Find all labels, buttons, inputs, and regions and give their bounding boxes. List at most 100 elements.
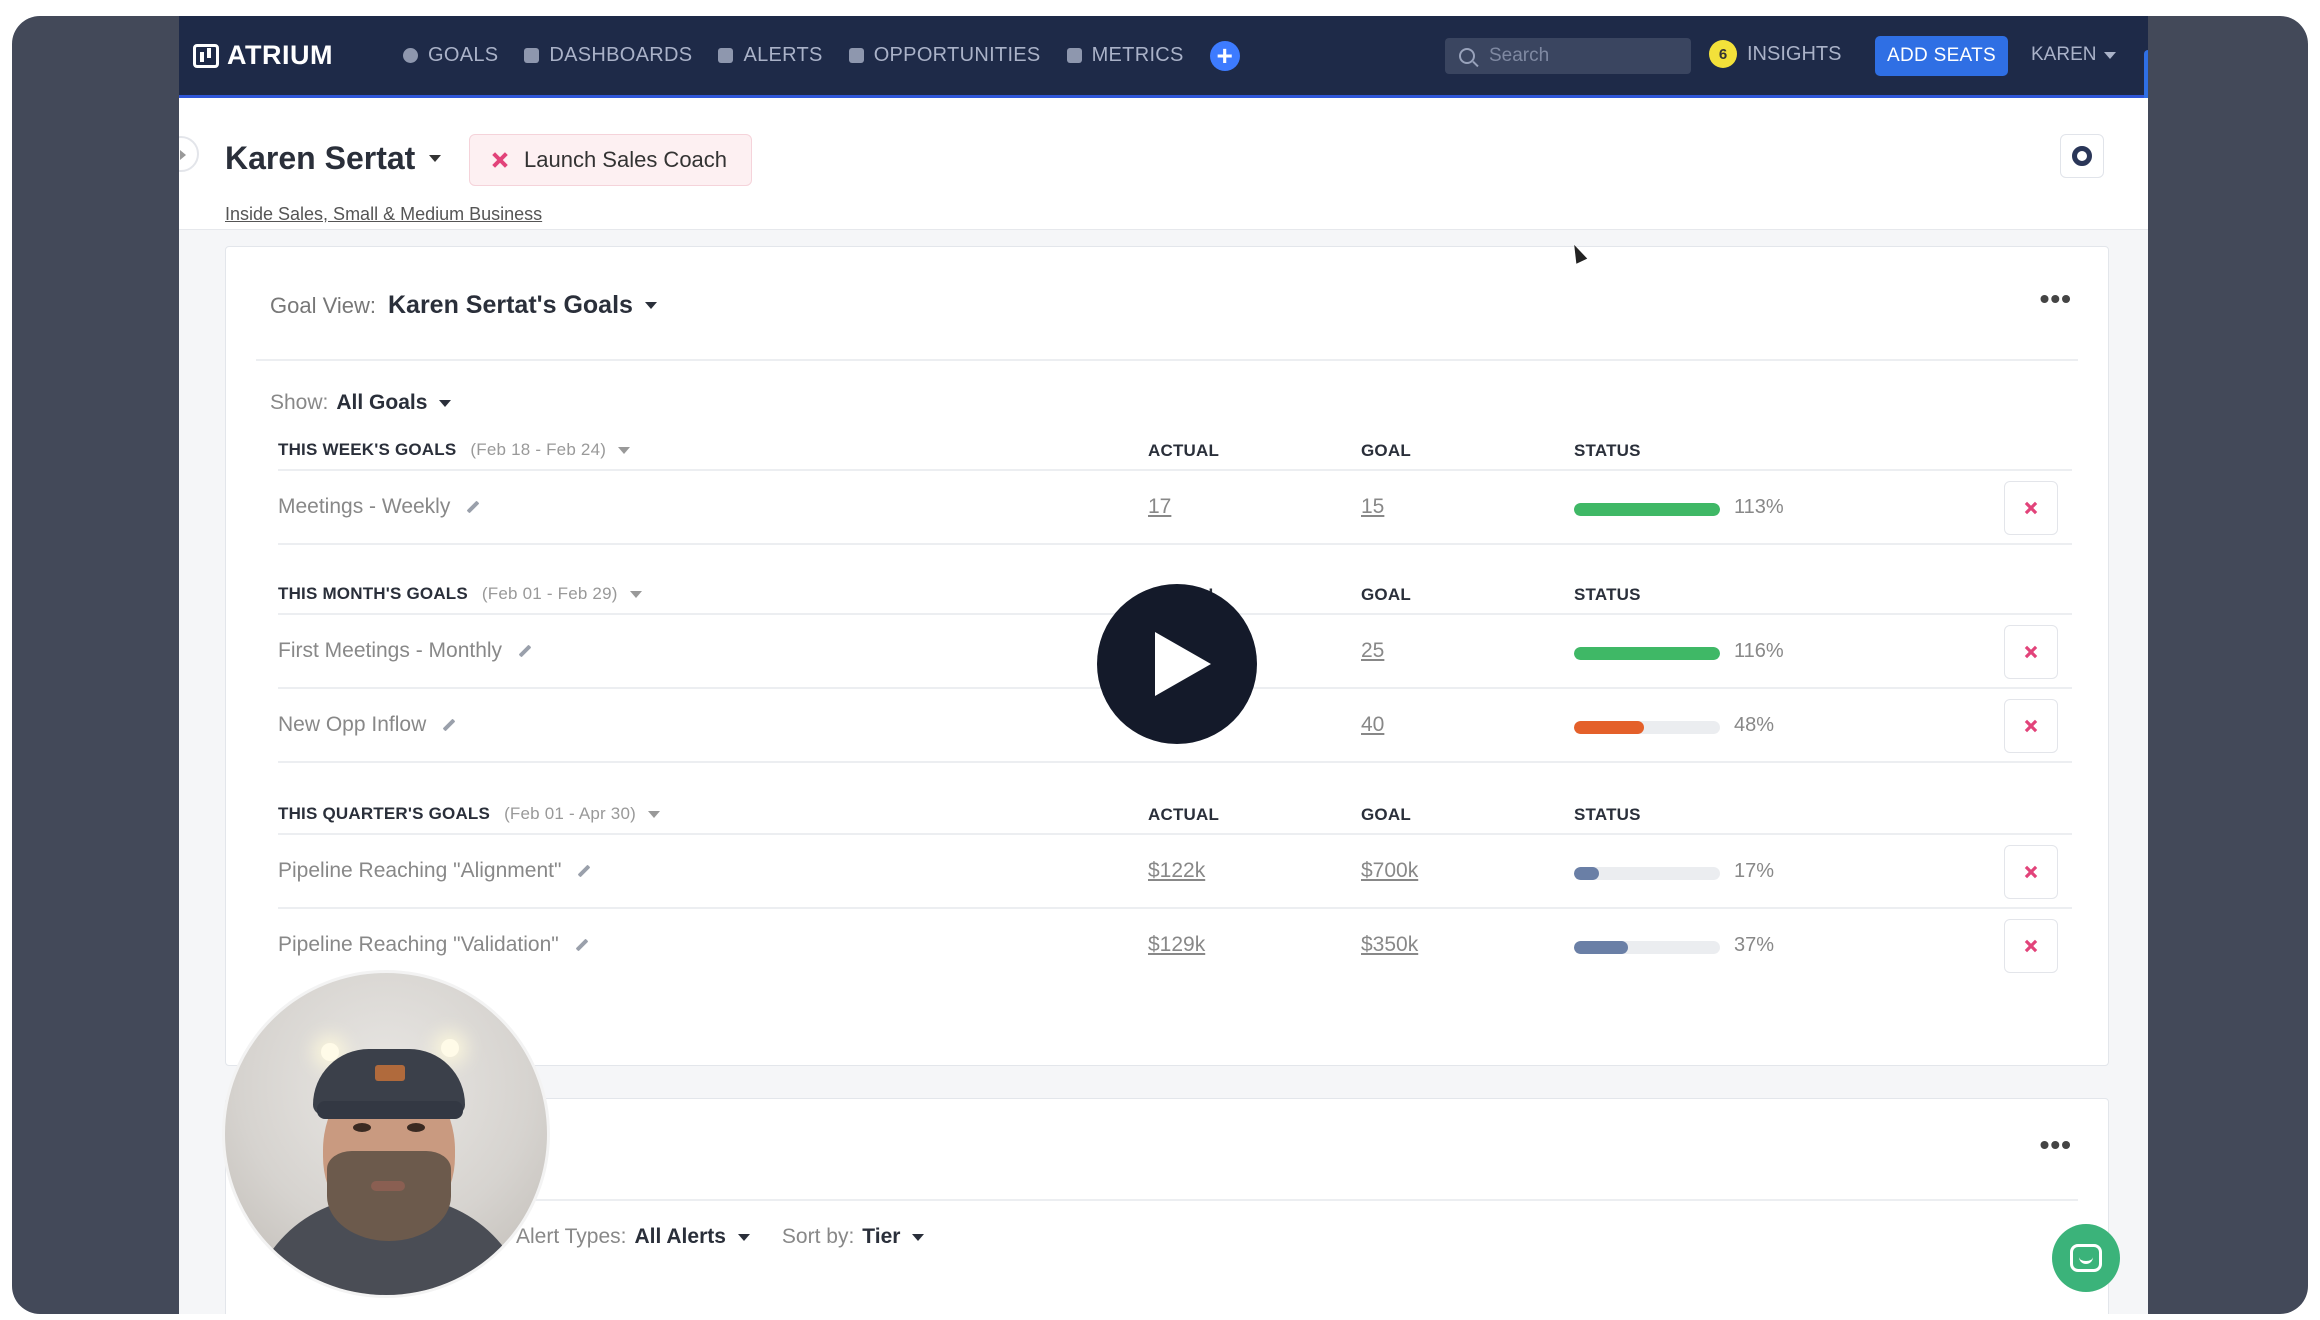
presenter-cap-brim bbox=[317, 1101, 463, 1119]
status-percent: 48% bbox=[1734, 714, 1775, 736]
coach-row-button[interactable] bbox=[2004, 625, 2058, 679]
alert-types-filter[interactable]: Alert Types: All Alerts bbox=[516, 1225, 750, 1249]
more-options-icon[interactable]: ••• bbox=[2039, 1129, 2072, 1160]
play-icon bbox=[1155, 632, 1211, 696]
pencil-icon[interactable] bbox=[466, 500, 480, 514]
lamp-light bbox=[321, 1043, 339, 1061]
progress-bar-fill bbox=[1574, 647, 1720, 660]
nav-dashboards[interactable]: DASHBOARDS bbox=[524, 44, 692, 67]
alerts-filters: Alert Types: All Alerts Sort by: Tier bbox=[516, 1225, 925, 1249]
sparkle-icon bbox=[2023, 938, 2039, 954]
settings-button[interactable] bbox=[2060, 134, 2104, 178]
date-range-selector[interactable]: (Feb 01 - Apr 30) bbox=[504, 804, 660, 824]
atrium-logo[interactable]: ATRIUM bbox=[193, 40, 333, 71]
chat-launcher-button[interactable] bbox=[2052, 1224, 2120, 1292]
presenter-eye bbox=[407, 1123, 425, 1132]
goal-view-value: Karen Sertat's Goals bbox=[388, 291, 657, 320]
column-header-actual: ACTUAL bbox=[1148, 805, 1220, 824]
sparkle-icon bbox=[2023, 644, 2039, 660]
status-percent: 116% bbox=[1734, 640, 1784, 662]
goal-view-label: Goal View: bbox=[270, 292, 376, 318]
goal-value-link[interactable]: 25 bbox=[1361, 639, 1385, 662]
opportunities-icon bbox=[848, 48, 864, 63]
goal-name-text: Meetings - Weekly bbox=[278, 495, 451, 518]
launch-sales-coach-button[interactable]: Launch Sales Coach bbox=[469, 134, 753, 186]
column-header-goal: GOAL bbox=[1361, 805, 1411, 824]
coach-row-button[interactable] bbox=[2004, 699, 2058, 753]
coach-row-button[interactable] bbox=[2004, 919, 2058, 973]
sparkle-icon bbox=[490, 150, 510, 170]
chevron-down-icon bbox=[2104, 51, 2117, 59]
metrics-icon bbox=[1066, 48, 1082, 63]
sparkle-icon bbox=[2023, 864, 2039, 880]
sidebar-toggle-button[interactable] bbox=[179, 136, 199, 172]
add-seats-button[interactable]: ADD SEATS bbox=[1875, 36, 2008, 76]
nav-goals-label: GOALS bbox=[427, 44, 499, 66]
goal-value-link[interactable]: 40 bbox=[1361, 713, 1385, 736]
goal-value-link[interactable]: $350k bbox=[1361, 933, 1419, 956]
nav-goals[interactable]: GOALS bbox=[402, 44, 499, 67]
goal-value-link[interactable]: $700k bbox=[1361, 859, 1419, 882]
presenter-eye bbox=[353, 1123, 371, 1132]
presenter-mouth bbox=[371, 1181, 405, 1191]
more-options-icon[interactable]: ••• bbox=[2039, 283, 2072, 314]
pencil-icon[interactable] bbox=[442, 718, 456, 732]
side-panel-tab[interactable] bbox=[2144, 50, 2148, 122]
alert-types-value: All Alerts bbox=[635, 1225, 750, 1249]
insights-count-badge: 6 bbox=[1709, 40, 1737, 68]
show-filter[interactable]: Show: All Goals bbox=[270, 391, 452, 415]
date-range-text: (Feb 18 - Feb 24) bbox=[470, 440, 607, 459]
launch-sales-coach-label: Launch Sales Coach bbox=[524, 147, 728, 172]
logo-text: ATRIUM bbox=[227, 40, 333, 70]
nav-alerts[interactable]: ALERTS bbox=[718, 44, 822, 67]
coach-row-button[interactable] bbox=[2004, 481, 2058, 535]
table-row: Pipeline Reaching "Validation" $129k $35… bbox=[278, 911, 2072, 983]
chevron-down-icon bbox=[647, 810, 660, 818]
date-range-selector[interactable]: (Feb 01 - Feb 29) bbox=[482, 584, 642, 604]
date-range-selector[interactable]: (Feb 18 - Feb 24) bbox=[470, 440, 631, 460]
progress-bar bbox=[1574, 941, 1720, 954]
pencil-icon[interactable] bbox=[575, 938, 589, 952]
coach-row-button[interactable] bbox=[2004, 845, 2058, 899]
goal-name: Pipeline Reaching "Alignment" bbox=[278, 859, 591, 883]
chat-icon bbox=[2070, 1244, 2102, 1272]
goal-view-value-text: Karen Sertat's Goals bbox=[387, 291, 633, 319]
person-selector[interactable]: Karen Sertat bbox=[225, 140, 442, 177]
date-range-text: (Feb 01 - Feb 29) bbox=[481, 584, 618, 603]
search-input[interactable] bbox=[1489, 45, 1659, 67]
progress-bar-fill bbox=[1574, 867, 1599, 880]
nav-metrics-label: METRICS bbox=[1091, 44, 1184, 66]
nav-opportunities[interactable]: OPPORTUNITIES bbox=[848, 44, 1041, 67]
actual-value-link[interactable]: $122k bbox=[1148, 859, 1206, 882]
video-play-button[interactable] bbox=[1097, 584, 1257, 744]
add-plus-button[interactable]: + bbox=[1209, 40, 1240, 71]
show-value: All Goals bbox=[336, 391, 452, 415]
search-icon bbox=[1459, 48, 1475, 64]
actual-value-link[interactable]: 17 bbox=[1148, 495, 1172, 518]
search-box[interactable] bbox=[1445, 38, 1691, 74]
insights-link[interactable]: 6 INSIGHTS bbox=[1709, 40, 1841, 68]
sort-by-label: Sort by: bbox=[781, 1225, 855, 1248]
actual-value-link[interactable]: $129k bbox=[1148, 933, 1206, 956]
goal-name: First Meetings - Monthly bbox=[278, 639, 532, 663]
user-menu[interactable]: KAREN bbox=[2031, 44, 2117, 66]
progress-bar bbox=[1574, 647, 1720, 660]
pencil-icon[interactable] bbox=[518, 644, 532, 658]
gear-icon bbox=[2072, 146, 2092, 166]
alert-types-label: Alert Types: bbox=[516, 1225, 627, 1248]
section-title: THIS WEEK'S GOALS bbox=[278, 440, 457, 459]
goal-value-link[interactable]: 15 bbox=[1361, 495, 1385, 518]
progress-bar-fill bbox=[1574, 721, 1645, 734]
chevron-down-icon bbox=[629, 590, 642, 598]
nav-alerts-label: ALERTS bbox=[743, 44, 823, 66]
sort-by-filter[interactable]: Sort by: Tier bbox=[782, 1225, 925, 1249]
pencil-icon[interactable] bbox=[578, 864, 591, 878]
goal-view-selector[interactable]: Goal View: Karen Sertat's Goals bbox=[270, 291, 657, 320]
column-header-actual: ACTUAL bbox=[1148, 441, 1220, 460]
progress-bar bbox=[1574, 867, 1720, 880]
team-link[interactable]: Inside Sales, Small & Medium Business bbox=[225, 204, 543, 224]
nav-metrics[interactable]: METRICS bbox=[1066, 44, 1184, 67]
user-name: KAREN bbox=[2031, 44, 2097, 65]
chevron-down-icon bbox=[439, 399, 452, 407]
progress-bar bbox=[1574, 721, 1720, 734]
